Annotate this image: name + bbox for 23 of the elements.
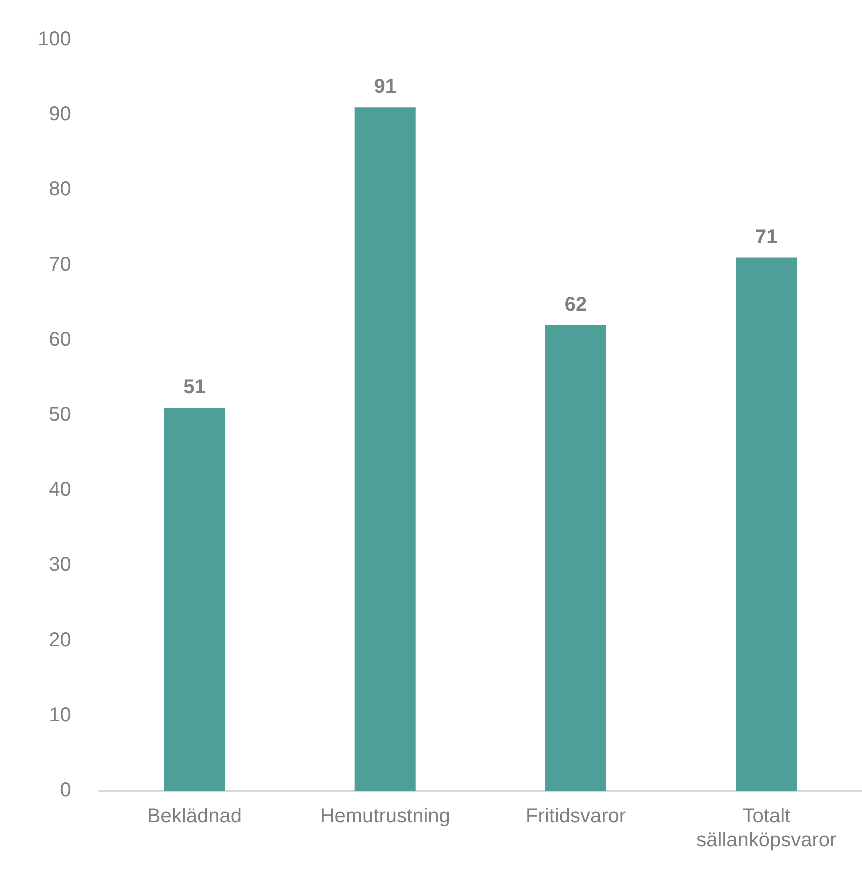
bar — [546, 325, 607, 791]
data-label: 62 — [564, 294, 588, 316]
y-tick-label: 20 — [49, 629, 72, 652]
y-tick-label: 50 — [49, 404, 72, 426]
bar — [164, 408, 226, 791]
x-tick-label: Totalt sällanköpsvaror — [696, 806, 838, 852]
y-tick-label: 10 — [49, 704, 72, 726]
y-tick-label: 90 — [49, 104, 72, 126]
bar — [736, 258, 798, 791]
y-tick-label: 100 — [38, 28, 72, 51]
bar — [354, 108, 416, 791]
y-tick-label: 30 — [49, 554, 72, 576]
y-tick-label: 0 — [60, 780, 72, 802]
y-tick-label: 70 — [49, 254, 72, 276]
data-label: 91 — [374, 76, 396, 98]
x-tick-label: Beklädnad — [147, 806, 242, 828]
y-tick-label: 60 — [49, 328, 72, 351]
y-tick-label: 40 — [49, 479, 72, 502]
data-label: 51 — [184, 376, 206, 399]
x-tick-label: Fritidsvaror — [526, 806, 626, 828]
data-label: 71 — [756, 226, 778, 248]
x-tick-label: Hemutrustning — [320, 806, 450, 828]
y-tick-label: 80 — [49, 178, 72, 201]
